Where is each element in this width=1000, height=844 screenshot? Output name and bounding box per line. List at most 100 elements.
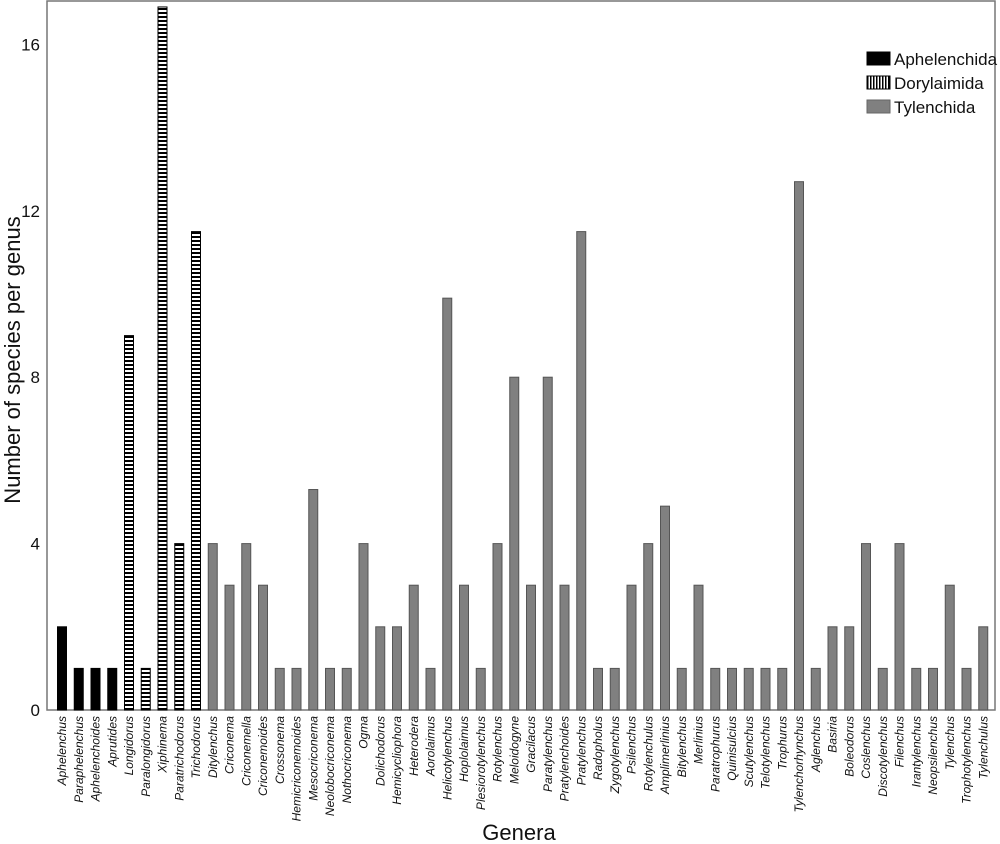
x-tick-label: Radopholus xyxy=(591,716,605,780)
bar-neopsilenchus xyxy=(928,667,938,711)
x-tick-label: Hoplolaimus xyxy=(457,716,471,782)
bar-ditylenchus xyxy=(207,543,218,711)
bar-trichodorus xyxy=(191,231,201,711)
bar-hemicycliophora xyxy=(392,626,402,711)
bar-neolobocriconema xyxy=(325,667,335,711)
x-tick-label: Trophotylenchus xyxy=(960,716,974,804)
x-tick-label: Pratylenchoides xyxy=(558,716,572,801)
legend-swatch-tylenchida xyxy=(866,99,891,114)
bar-pratylenchus xyxy=(576,231,587,711)
bar-meloidogyne xyxy=(509,376,520,711)
x-tick-label: Aphelenchus xyxy=(55,716,69,786)
bar-merlinius xyxy=(693,584,704,711)
x-tick-label: Quinisulcius xyxy=(725,716,739,781)
x-tick-label: Hemicriconemoides xyxy=(290,716,304,821)
legend-swatch-dorylaimida xyxy=(866,75,891,90)
bar-tylenchorhynchus xyxy=(794,181,804,711)
x-tick-label: Coslenchus xyxy=(859,716,873,779)
bar-trophurus xyxy=(777,667,788,711)
x-tick-label: Neolobocriconema xyxy=(323,716,337,816)
bar-basiria xyxy=(827,626,838,711)
x-tick-label: Bitylenchus xyxy=(675,716,689,777)
bar-aphelenchus xyxy=(57,626,67,711)
bar-heterodera xyxy=(408,584,419,711)
bar-paraphelenchus xyxy=(73,667,84,711)
bar-dolichodorus xyxy=(375,626,386,711)
bar-tylenchus xyxy=(944,584,955,711)
x-tick-label: Ogma xyxy=(357,716,371,749)
bar-tylenchulus xyxy=(978,626,989,711)
x-tick-label: Aphelenchoides xyxy=(89,716,103,802)
x-tick-label: Heterodera xyxy=(407,716,421,776)
x-tick-label: Basiria xyxy=(826,716,840,753)
x-tick-label: Paratrophurus xyxy=(708,716,722,792)
bar-boleodorus xyxy=(844,626,855,711)
x-tick-label: Aorolaimus xyxy=(424,716,438,777)
legend-label: Dorylaimida xyxy=(894,74,984,93)
x-tick-label: Paralongidorus xyxy=(139,716,153,797)
x-tick-label: Telotylenchus xyxy=(759,716,773,789)
x-tick-label: Psilenchus xyxy=(625,716,639,774)
x-tick-label: Pratylenchus xyxy=(574,716,588,785)
x-tick-label: Trophurus xyxy=(775,716,789,770)
bar-aprutides xyxy=(107,667,118,711)
bar-paralongidorus xyxy=(140,667,151,711)
bar-filenchus xyxy=(894,543,905,711)
legend-swatch-aphelenchida xyxy=(866,51,891,66)
legend: Aphelenchida Dorylaimida Tylenchida xyxy=(866,50,998,117)
bar-paratrophurus xyxy=(710,667,721,711)
y-tick-label: 4 xyxy=(31,535,40,554)
bar-bitylenchus xyxy=(676,667,687,711)
bar-aglenchus xyxy=(810,667,821,711)
x-tick-label: Gracilacus xyxy=(524,716,538,773)
x-tick-label: Tylenchus xyxy=(943,716,957,770)
bar-crossonema xyxy=(274,667,285,711)
bar-longidorus xyxy=(124,335,134,711)
x-tick-label: Plesiorotylenchus xyxy=(474,716,488,810)
x-tick-label: Amplimerlinius xyxy=(658,716,672,795)
bar-paratrichodorus xyxy=(174,543,185,711)
bar-nothocriconema xyxy=(341,667,352,711)
x-tick-label: Longidorus xyxy=(122,716,136,775)
x-tick-label: Tylenchulus xyxy=(976,716,990,779)
x-tick-label: Criconema xyxy=(223,716,237,774)
y-tick-label: 8 xyxy=(31,368,40,387)
x-tick-label: Discotylenchus xyxy=(876,716,890,797)
x-tick-label: Aglenchus xyxy=(809,716,823,773)
bar-aphelenchoides xyxy=(90,667,101,711)
bar-gracilacus xyxy=(526,584,536,711)
bar-helicotylenchus xyxy=(442,297,453,711)
x-tick-label: Merlinius xyxy=(692,716,706,764)
bar-paratylenchus xyxy=(542,376,553,711)
x-tick-label: Dolichodorus xyxy=(373,716,387,786)
x-tick-label: Meloidogyne xyxy=(507,716,521,784)
x-tick-label: Ditylenchus xyxy=(206,716,220,778)
y-tick-label: 16 xyxy=(21,35,40,54)
legend-label: Tylenchida xyxy=(894,98,976,117)
x-axis-label: Genera xyxy=(482,820,556,844)
bar-criconema xyxy=(224,584,235,711)
bar-psilenchus xyxy=(626,584,637,711)
plot-frame xyxy=(46,0,996,711)
x-tick-label: Xiphinema xyxy=(156,716,170,774)
legend-label: Aphelenchida xyxy=(894,50,998,69)
bar-mesocriconema xyxy=(308,489,319,711)
bar-rotylenchus xyxy=(492,543,503,711)
y-axis-label: Number of species per genus xyxy=(0,216,25,503)
x-tick-label: Tylenchorhynchus xyxy=(792,716,806,813)
bar-criconemoides xyxy=(258,584,268,711)
x-tick-label: Zygotylenchus xyxy=(608,716,622,794)
x-tick-label: Mesocriconema xyxy=(306,716,320,801)
x-tick-label: Rotylenchus xyxy=(491,716,505,782)
x-tick-label: Paraphelenchus xyxy=(72,716,86,803)
x-tick-label: Nothocriconema xyxy=(340,716,354,804)
bar-scutylenchus xyxy=(743,667,754,711)
y-tick-label: 0 xyxy=(31,701,40,720)
x-tick-label: Helicotylenchus xyxy=(440,716,454,800)
bar-amplimerlinius xyxy=(660,505,670,711)
bar-irantylenchus xyxy=(911,667,922,711)
bar-discotylenchus xyxy=(877,667,888,711)
bar-rotylenchulus xyxy=(643,543,654,711)
x-tick-label: Paratylenchus xyxy=(541,716,555,792)
